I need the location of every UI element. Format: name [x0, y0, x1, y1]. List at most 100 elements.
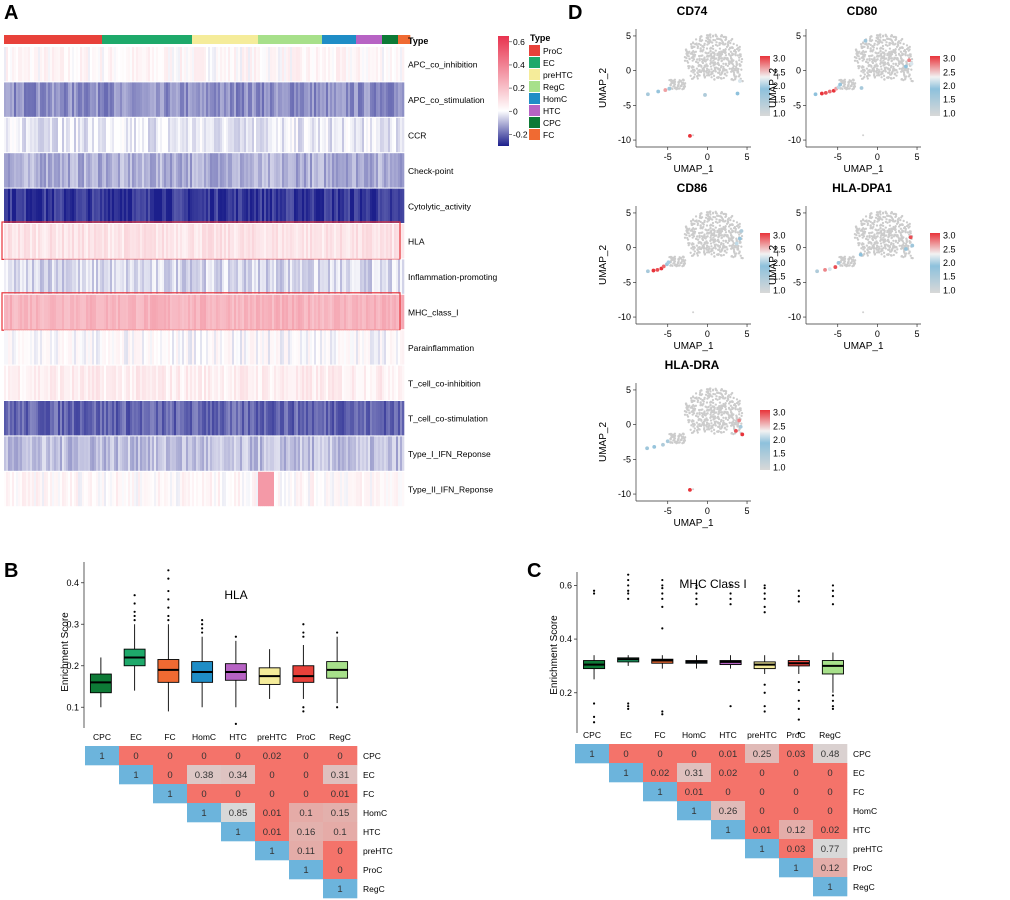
matrix-cell-HTC-ProC [779, 820, 814, 840]
heatmap-cell [136, 294, 139, 330]
heatmap-cell [194, 401, 197, 436]
heatmap-cell [24, 153, 27, 188]
umap-background-point [706, 54, 709, 57]
heatmap-cell [96, 436, 99, 471]
y-tick-label: 0.2 [559, 688, 572, 698]
heatmap-cell [258, 294, 261, 330]
heatmap-cell [288, 224, 291, 259]
heatmap-cell [394, 224, 397, 259]
heatmap-cell [220, 224, 223, 259]
heatmap-cell [170, 365, 173, 400]
heatmap-cell [372, 47, 375, 82]
heatmap-cell [144, 294, 147, 330]
heatmap-cell [30, 294, 33, 330]
heatmap-cell [74, 188, 77, 223]
heatmap-cell [124, 224, 127, 259]
heatmap-cell [52, 82, 55, 117]
heatmap-cell [78, 294, 81, 330]
heatmap-cell [316, 188, 319, 223]
umap-background-point [882, 51, 886, 54]
row-label-FC: FC [363, 789, 374, 799]
heatmap-cell [264, 401, 267, 436]
umap-background-point [890, 64, 893, 68]
heatmap-cell [190, 82, 193, 117]
heatmap-cell [370, 436, 373, 471]
heatmap-cell [238, 436, 241, 471]
heatmap-cell [20, 188, 23, 223]
heatmap-cell [204, 294, 207, 330]
heatmap-cell [88, 294, 91, 330]
heatmap-cell [282, 294, 285, 330]
heatmap-cell [186, 294, 189, 330]
heatmap-cell [156, 471, 159, 507]
heatmap-cell [192, 47, 195, 82]
umap-background-point [873, 66, 876, 69]
heatmap-cell [50, 436, 53, 471]
heatmap-cell [386, 82, 389, 117]
heatmap-cell [380, 82, 383, 117]
umap-background-point [698, 245, 701, 249]
heatmap-cell [284, 471, 287, 507]
heatmap-cell [148, 153, 151, 188]
heatmap-cell [56, 224, 59, 259]
umap-background-point [703, 66, 706, 69]
heatmap-cell [60, 47, 63, 82]
row-label-HTC: HTC [853, 825, 870, 835]
heatmap-cell [226, 224, 229, 259]
heatmap-cell [342, 294, 345, 330]
heatmap-cell [204, 436, 207, 471]
heatmap-cell [366, 471, 369, 507]
heatmap-cell [364, 436, 367, 471]
heatmap-cell [386, 401, 389, 436]
heatmap-cell [378, 471, 381, 507]
umap-background-point [724, 62, 728, 65]
umap-background-point [880, 253, 883, 256]
umap-background-point [692, 50, 695, 53]
heatmap-cell [390, 365, 393, 400]
heatmap-cell [118, 330, 121, 365]
heatmap-cell [80, 153, 83, 188]
heatmap-cell [228, 401, 231, 436]
heatmap-cell [150, 117, 153, 153]
heatmap-cell [262, 259, 265, 294]
outlier-point [797, 731, 800, 735]
umap-background-point [879, 236, 882, 239]
umap-background-point [692, 134, 695, 137]
heatmap-cell [332, 117, 335, 153]
heatmap-cell [364, 294, 367, 330]
umap-background-point [880, 76, 883, 79]
heatmap-cell [196, 330, 199, 365]
matrix-cell-CPC-HTC [711, 744, 746, 764]
heatmap-cell [150, 47, 153, 82]
legend-label-ProC: ProC [543, 46, 562, 56]
umap-x-label: UMAP_1 [843, 164, 883, 175]
heatmap-cell [330, 259, 333, 294]
heatmap-cell [88, 401, 91, 436]
heatmap-cell [90, 117, 93, 153]
heatmap-cell [20, 401, 23, 436]
heatmap-cell [242, 153, 245, 188]
heatmap-cell [116, 224, 119, 259]
heatmap-cell [364, 153, 367, 188]
heatmap-cell [128, 117, 131, 153]
heatmap-cell [204, 153, 207, 188]
heatmap-cell [92, 365, 95, 400]
umap-background-point [717, 59, 720, 62]
umap-background-point [868, 247, 871, 250]
heatmap-cell [70, 436, 73, 471]
umap-background-point [868, 70, 871, 73]
umap-background-point [728, 244, 731, 247]
heatmap-cell [148, 471, 151, 507]
heatmap-cell [32, 117, 35, 153]
umap-background-point [724, 51, 727, 55]
mhc-plot-title: MHC Class I [679, 577, 746, 591]
heatmap-cell [98, 259, 101, 294]
heatmap-cell [28, 188, 31, 223]
heatmap-cell [32, 224, 35, 259]
matrix-value: 0 [827, 787, 832, 798]
heatmap-cell [394, 365, 397, 400]
heatmap-cell [58, 224, 61, 259]
heatmap-cell [72, 436, 75, 471]
heatmap-cell [188, 224, 191, 259]
heatmap-cell [8, 224, 11, 259]
